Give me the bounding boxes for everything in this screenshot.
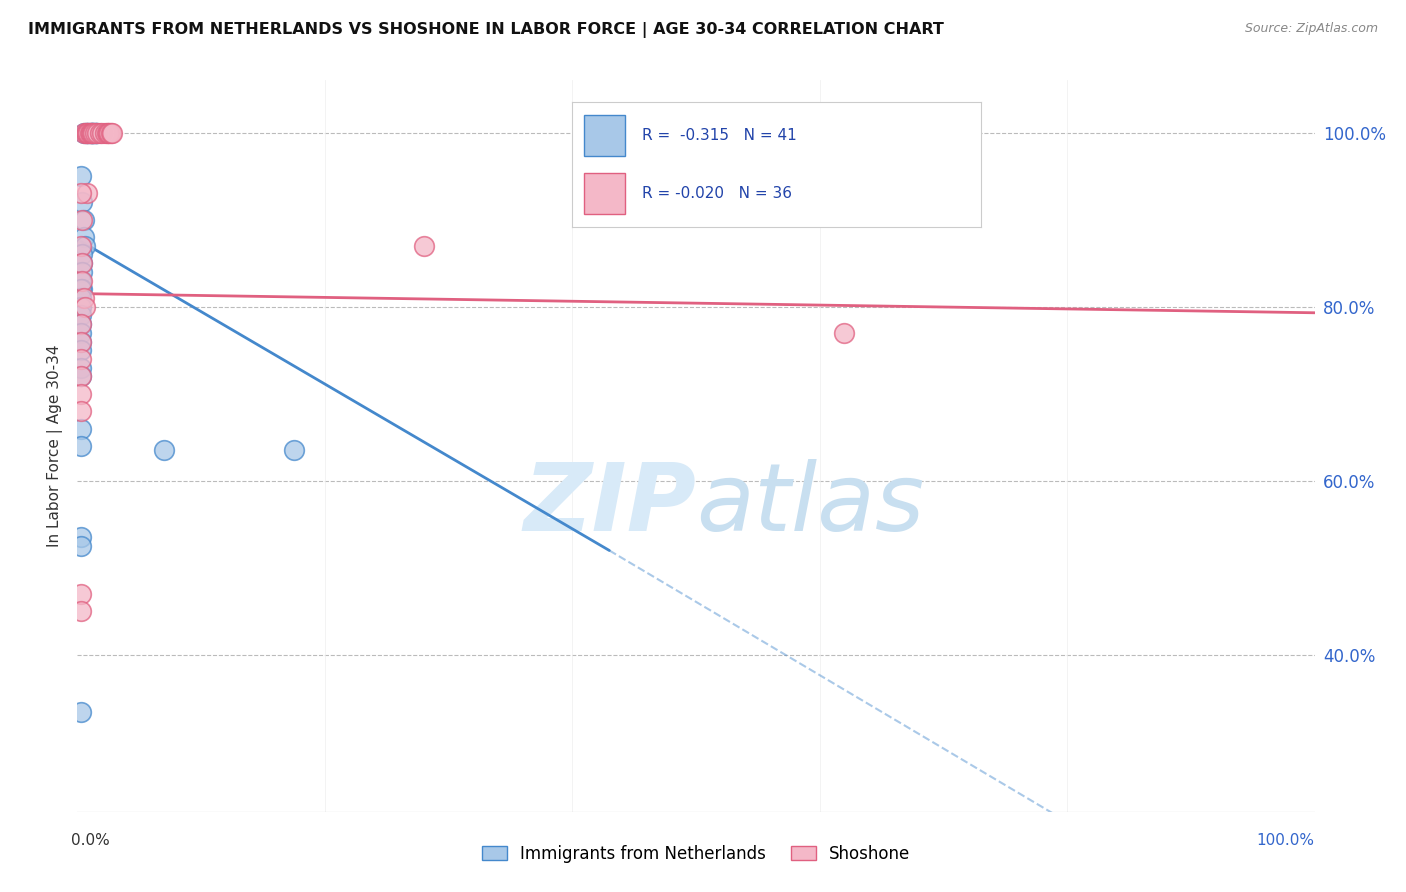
Point [70, 186, 93, 201]
Point [72, 126, 94, 140]
Point [96, 126, 118, 140]
Point [83, 126, 105, 140]
Point [82, 126, 104, 140]
Legend: Immigrants from Netherlands, Shoshone: Immigrants from Netherlands, Shoshone [475, 838, 917, 869]
Point [93, 126, 115, 140]
Point [76, 126, 98, 140]
Point [73, 300, 96, 314]
Point [70, 317, 93, 331]
Point [70, 369, 93, 384]
Point [70, 343, 93, 358]
Point [86, 126, 108, 140]
Point [101, 126, 124, 140]
Point [77, 126, 100, 140]
Point [72, 256, 94, 270]
Point [70, 309, 93, 323]
Point [283, 443, 305, 458]
Point [98, 126, 121, 140]
Point [70, 404, 93, 418]
Point [72, 212, 94, 227]
Point [70, 705, 93, 719]
Point [97, 126, 120, 140]
Point [79, 126, 101, 140]
Point [79, 126, 101, 140]
Point [70, 326, 93, 340]
Point [70, 282, 93, 296]
Text: ZIP: ZIP [523, 458, 696, 550]
Text: 100.0%: 100.0% [1257, 833, 1315, 848]
Point [70, 169, 93, 183]
Point [72, 282, 94, 296]
Point [834, 326, 856, 340]
Point [70, 274, 93, 288]
Point [86, 126, 108, 140]
Point [100, 126, 122, 140]
Point [70, 369, 93, 384]
Point [80, 126, 103, 140]
Point [70, 539, 93, 553]
Point [84, 126, 107, 140]
Point [80, 126, 103, 140]
Point [77, 126, 100, 140]
Point [70, 530, 93, 544]
Text: Source: ZipAtlas.com: Source: ZipAtlas.com [1244, 22, 1378, 36]
Point [82, 126, 104, 140]
Point [73, 238, 96, 252]
Point [89, 126, 111, 140]
Point [82, 126, 104, 140]
Point [72, 126, 94, 140]
Point [72, 212, 94, 227]
Point [70, 291, 93, 305]
Point [72, 230, 94, 244]
Point [72, 265, 94, 279]
Point [70, 421, 93, 435]
Point [70, 360, 93, 375]
Point [82, 126, 104, 140]
Point [83, 126, 105, 140]
Text: atlas: atlas [696, 459, 924, 550]
Point [72, 195, 94, 210]
Point [75, 126, 97, 140]
Point [70, 238, 93, 252]
Point [72, 256, 94, 270]
Point [70, 604, 93, 618]
Y-axis label: In Labor Force | Age 30-34: In Labor Force | Age 30-34 [48, 344, 63, 548]
Point [76, 186, 98, 201]
Point [412, 238, 434, 252]
Point [70, 351, 93, 366]
Text: 0.0%: 0.0% [72, 833, 110, 848]
Point [72, 274, 94, 288]
Point [70, 439, 93, 453]
Point [91, 126, 114, 140]
Point [70, 300, 93, 314]
Point [75, 126, 97, 140]
Point [70, 317, 93, 331]
Point [72, 291, 94, 305]
Point [76, 126, 98, 140]
Point [70, 587, 93, 601]
Point [82, 126, 104, 140]
Point [82, 126, 104, 140]
Point [72, 247, 94, 261]
Text: IMMIGRANTS FROM NETHERLANDS VS SHOSHONE IN LABOR FORCE | AGE 30-34 CORRELATION C: IMMIGRANTS FROM NETHERLANDS VS SHOSHONE … [28, 22, 943, 38]
Point [153, 443, 176, 458]
Point [70, 334, 93, 349]
Point [84, 126, 107, 140]
Point [70, 334, 93, 349]
Point [70, 386, 93, 401]
